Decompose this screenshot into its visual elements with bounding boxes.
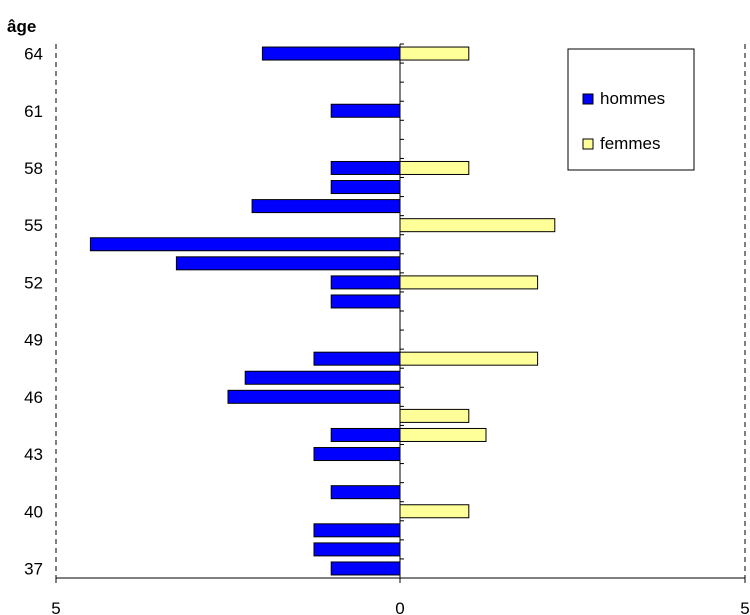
bar-hommes-44 bbox=[330, 427, 401, 442]
bar-femmes-58 bbox=[399, 160, 470, 175]
bar-hommes-48 bbox=[313, 351, 401, 366]
x-tick-label-0: 5 bbox=[51, 599, 60, 615]
legend: hommes femmes bbox=[567, 48, 695, 171]
y-tick-label-37: 37 bbox=[24, 559, 43, 578]
bar-femmes-44 bbox=[399, 427, 487, 442]
bar-hommes-43 bbox=[313, 447, 401, 462]
y-tick-label-43: 43 bbox=[24, 445, 43, 464]
axes-group bbox=[55, 43, 746, 583]
bar-hommes-61 bbox=[330, 103, 401, 118]
y-tick-label-49: 49 bbox=[24, 331, 43, 350]
x-tick-labels: 5 0 5 bbox=[51, 599, 749, 615]
bar-femmes-52 bbox=[399, 275, 539, 290]
y-tick-label-40: 40 bbox=[24, 502, 43, 521]
y-tick-label-52: 52 bbox=[24, 273, 43, 292]
y-tick-label-58: 58 bbox=[24, 159, 43, 178]
y-tick-label-46: 46 bbox=[24, 388, 43, 407]
bars-group bbox=[89, 46, 556, 576]
bar-hommes-46 bbox=[227, 389, 401, 404]
bar-hommes-56 bbox=[251, 199, 401, 214]
x-tick-label-1: 0 bbox=[395, 599, 404, 615]
bar-hommes-38 bbox=[313, 542, 401, 557]
bar-femmes-55 bbox=[399, 218, 556, 233]
x-tick-label-2: 5 bbox=[740, 599, 749, 615]
bar-hommes-51 bbox=[330, 294, 401, 309]
y-tick-labels: 37 40 43 46 49 52 55 58 61 64 bbox=[24, 45, 43, 579]
bar-femmes-40 bbox=[399, 504, 470, 519]
bar-hommes-54 bbox=[89, 237, 401, 252]
bar-hommes-64 bbox=[261, 46, 401, 61]
bar-hommes-41 bbox=[330, 485, 401, 500]
y-axis-title: âge bbox=[7, 17, 36, 36]
legend-swatch-hommes bbox=[582, 93, 594, 105]
y-tick-label-61: 61 bbox=[24, 102, 43, 121]
y-tick-label-55: 55 bbox=[24, 216, 43, 235]
legend-label-hommes: hommes bbox=[600, 89, 665, 108]
bar-femmes-48 bbox=[399, 351, 539, 366]
bar-hommes-53 bbox=[175, 256, 401, 271]
y-tick-label-64: 64 bbox=[24, 45, 43, 64]
legend-label-femmes: femmes bbox=[600, 134, 660, 153]
bar-femmes-64 bbox=[399, 46, 470, 61]
bar-hommes-37 bbox=[330, 561, 401, 576]
bar-hommes-57 bbox=[330, 180, 401, 195]
bar-hommes-58 bbox=[330, 160, 401, 175]
bar-hommes-39 bbox=[313, 523, 401, 538]
legend-swatch-femmes bbox=[582, 138, 594, 150]
legend-box bbox=[567, 48, 695, 171]
bar-hommes-47 bbox=[244, 370, 401, 385]
bar-hommes-52 bbox=[330, 275, 401, 290]
bar-femmes-45 bbox=[399, 408, 470, 423]
